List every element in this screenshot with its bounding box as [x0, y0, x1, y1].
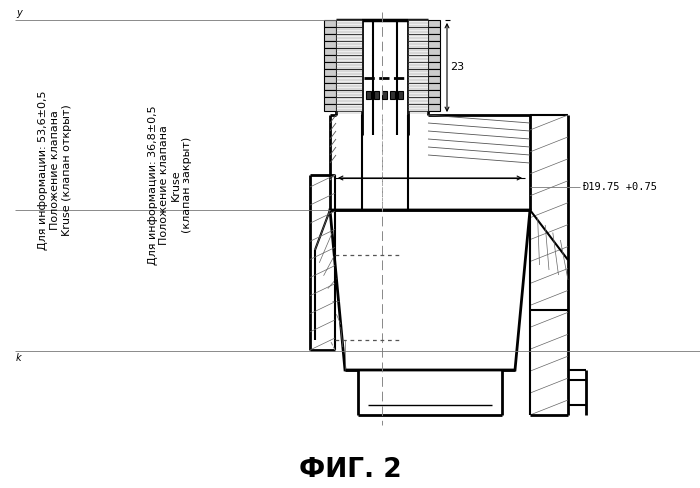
Bar — [408, 97, 428, 104]
Bar — [336, 83, 362, 90]
Bar — [408, 34, 428, 41]
Bar — [324, 55, 336, 62]
Bar — [336, 41, 362, 48]
Bar — [398, 91, 403, 99]
Bar — [408, 27, 428, 34]
Bar — [336, 48, 362, 55]
Bar — [336, 27, 362, 34]
Bar — [336, 55, 362, 62]
Bar — [336, 20, 362, 27]
Bar — [324, 69, 336, 76]
Bar — [428, 55, 440, 62]
Bar — [428, 34, 440, 41]
Text: k: k — [16, 353, 22, 363]
Bar — [428, 76, 440, 83]
Bar — [408, 20, 428, 27]
Bar — [336, 104, 362, 111]
Text: Для информации: 53,6±0,5
Положение клапана
Kruse (клапан открыт): Для информации: 53,6±0,5 Положение клапа… — [38, 90, 71, 250]
Bar — [336, 62, 362, 69]
Bar — [336, 97, 362, 104]
Bar — [428, 20, 440, 27]
Bar — [408, 55, 428, 62]
Bar — [428, 90, 440, 97]
Bar — [408, 83, 428, 90]
Bar — [428, 104, 440, 111]
Bar — [428, 62, 440, 69]
Bar — [428, 83, 440, 90]
Bar — [382, 91, 387, 99]
Bar — [408, 62, 428, 69]
Bar — [324, 20, 336, 27]
Bar — [324, 76, 336, 83]
Bar — [336, 76, 362, 83]
Bar — [428, 97, 440, 104]
Bar — [324, 41, 336, 48]
Text: y: y — [16, 8, 22, 18]
Bar — [324, 90, 336, 97]
Bar — [336, 90, 362, 97]
Bar — [324, 48, 336, 55]
Bar — [408, 69, 428, 76]
Text: Ð19.75 +0.75: Ð19.75 +0.75 — [582, 182, 657, 192]
Bar — [390, 91, 395, 99]
Text: Для информации: 36,8±0,5
Положение клапана
Kruse
(клапан закрыт): Для информации: 36,8±0,5 Положение клапа… — [148, 105, 192, 265]
Bar — [336, 69, 362, 76]
Bar — [366, 91, 371, 99]
Bar — [336, 34, 362, 41]
Bar — [324, 34, 336, 41]
Bar — [324, 27, 336, 34]
Bar — [324, 104, 336, 111]
Bar — [408, 90, 428, 97]
Text: 23: 23 — [450, 62, 464, 73]
Bar — [428, 41, 440, 48]
Bar — [374, 91, 379, 99]
Bar — [428, 48, 440, 55]
Bar — [408, 48, 428, 55]
Bar — [324, 97, 336, 104]
Bar — [324, 62, 336, 69]
Bar — [408, 104, 428, 111]
Bar — [324, 83, 336, 90]
Bar — [408, 41, 428, 48]
Bar — [408, 76, 428, 83]
Bar — [428, 69, 440, 76]
Text: ФИГ. 2: ФИГ. 2 — [299, 457, 401, 483]
Bar — [428, 27, 440, 34]
